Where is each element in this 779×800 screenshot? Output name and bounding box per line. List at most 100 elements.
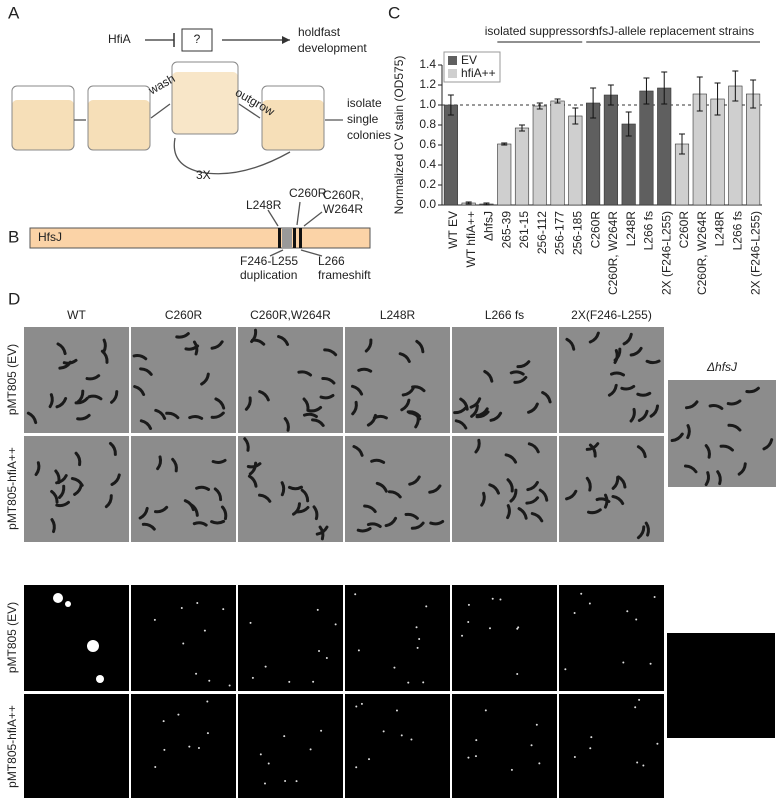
column-header: C260R,W264R xyxy=(250,308,331,322)
fluorescence-image xyxy=(667,633,775,738)
cell xyxy=(302,397,310,412)
cell xyxy=(637,409,649,422)
cell xyxy=(311,418,325,427)
y-tick-label: 0.8 xyxy=(419,117,436,131)
holdfast-spot xyxy=(530,744,533,747)
cell xyxy=(401,386,415,397)
cell xyxy=(704,444,711,459)
culture xyxy=(88,100,150,150)
holdfast-spot xyxy=(196,601,199,604)
x-tick-label: WT hfiA++ xyxy=(464,211,478,267)
cell xyxy=(685,400,699,410)
cell xyxy=(483,369,494,383)
cell xyxy=(370,458,386,464)
cell xyxy=(307,405,323,413)
phase-image xyxy=(345,327,450,433)
cell xyxy=(248,461,258,476)
cell xyxy=(210,340,224,350)
holdfast-spot xyxy=(284,779,287,782)
arrow xyxy=(150,103,171,119)
y-tick-label: 1.4 xyxy=(419,57,436,71)
cell xyxy=(165,411,180,420)
holdfast-spot xyxy=(295,780,298,783)
error-bar xyxy=(643,77,650,105)
cell xyxy=(56,342,67,356)
cell xyxy=(375,481,388,493)
holdfast-spot xyxy=(638,698,641,701)
cell xyxy=(489,411,503,422)
cell xyxy=(516,360,531,369)
error-bar xyxy=(607,84,614,106)
cell xyxy=(250,328,258,344)
error-bar xyxy=(696,76,703,112)
cell xyxy=(188,414,204,420)
mutation-site xyxy=(293,228,296,248)
error-bar xyxy=(750,79,757,109)
holdfast-spot xyxy=(467,756,470,759)
cell xyxy=(102,338,107,354)
cell xyxy=(387,490,402,499)
x-tick-label: 261-15 xyxy=(517,211,531,249)
cell xyxy=(517,507,528,520)
y-tick-label: 1.2 xyxy=(419,77,436,91)
beaker xyxy=(87,85,151,151)
cell xyxy=(670,432,684,443)
error-bar xyxy=(679,133,685,155)
holdfast-spot xyxy=(153,618,156,621)
cell xyxy=(629,407,636,423)
holdfast-spot xyxy=(334,623,337,626)
holdfast-spot xyxy=(491,597,494,600)
holdfast-spot xyxy=(355,766,358,769)
cell xyxy=(454,419,468,430)
holdfast-spot xyxy=(484,709,487,712)
holdfast-spot xyxy=(656,742,659,745)
holdfast-spot xyxy=(475,739,478,742)
holdfast-spot xyxy=(415,626,418,629)
holdfast-spot xyxy=(422,681,425,684)
cell xyxy=(258,493,272,503)
bar xyxy=(603,94,618,206)
holdfast-glow xyxy=(65,601,71,607)
phase-image xyxy=(131,436,236,542)
cell xyxy=(504,453,518,464)
fluorescence-image xyxy=(24,694,129,798)
fluorescence-image xyxy=(559,694,664,798)
cell xyxy=(453,406,468,415)
cell xyxy=(132,354,148,361)
holdfast-spot xyxy=(312,680,315,683)
bar xyxy=(514,127,530,206)
row-label: pMT805 (EV) xyxy=(5,602,19,673)
error-bar xyxy=(714,82,721,116)
cell xyxy=(321,376,336,385)
holdfast-spot xyxy=(467,603,470,606)
holdfast-spot xyxy=(653,595,656,598)
cell xyxy=(364,338,373,353)
error-bar xyxy=(590,87,597,119)
cell xyxy=(475,410,490,419)
holdfast-spot xyxy=(649,662,652,665)
cell xyxy=(704,471,711,487)
step-label: outgrow xyxy=(233,85,277,119)
holdfast-spot xyxy=(467,621,470,624)
arrow xyxy=(238,103,261,119)
row-label: pMT805-hfiA++ xyxy=(5,705,19,788)
result-label: isolate xyxy=(347,96,382,110)
holdfast-spot xyxy=(267,762,270,765)
x-tick-label: 256-112 xyxy=(535,211,549,254)
holdfast-spot xyxy=(318,649,321,652)
result-label: single xyxy=(347,112,379,126)
holdfast-spot xyxy=(416,646,419,649)
panel-a: HfiA ? holdfast development wash outgrow… xyxy=(11,25,391,182)
y-tick-label: 1.0 xyxy=(419,97,436,111)
holdfast-glow xyxy=(53,593,63,603)
cell xyxy=(527,402,539,414)
holdfast-spot xyxy=(355,705,358,708)
cell xyxy=(184,344,200,351)
holdfast-spot xyxy=(357,649,360,652)
panel-c: 0.0 0.2 0.4 0.6 0.8 1.0 1.2 1.4 Normalized CV st… xyxy=(392,24,762,295)
cell xyxy=(351,400,358,416)
cell xyxy=(220,505,228,521)
cell xyxy=(645,359,661,365)
holdfast-spot xyxy=(325,657,328,660)
mutation-label: C260R, xyxy=(323,188,364,202)
